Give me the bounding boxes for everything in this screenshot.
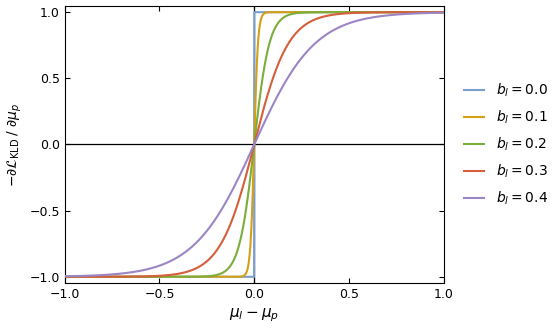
- $b_l = 0.2$: [206, 274, 213, 278]
- $b_l = 0.1$: [373, 10, 380, 14]
- $b_l = 0.1$: [206, 275, 213, 279]
- $b_l = 0.4$: [344, 22, 351, 26]
- $b_l = 0.1$: [308, 10, 315, 14]
- $b_l = 0.0$: [130, 275, 137, 279]
- $b_l = 0.2$: [288, 12, 295, 16]
- $b_l = 0.3$: [62, 275, 68, 279]
- $b_l = 0.1$: [288, 10, 295, 14]
- $b_l = 0.0$: [62, 275, 68, 279]
- $b_l = 0.2$: [130, 275, 137, 279]
- $b_l = 0.0$: [206, 275, 213, 279]
- $b_l = 0.0$: [288, 10, 295, 14]
- Line: $b_l = 0.1$: $b_l = 0.1$: [65, 12, 444, 277]
- $b_l = 0.0$: [308, 10, 315, 14]
- $b_l = 0.1$: [323, 10, 329, 14]
- $b_l = 0.1$: [344, 10, 351, 14]
- Y-axis label: $-\partial\mathcal{L}_{\mathrm{KLD}} \;/\; \partial\mu_p$: $-\partial\mathcal{L}_{\mathrm{KLD}} \;/…: [6, 102, 24, 186]
- $b_l = 0.2$: [440, 10, 447, 14]
- $b_l = 0.3$: [288, 36, 295, 40]
- Line: $b_l = 0.4$: $b_l = 0.4$: [65, 13, 444, 276]
- $b_l = 0.2$: [62, 275, 68, 279]
- $b_l = 0.0$: [251, 10, 258, 14]
- $b_l = 0.2$: [344, 10, 351, 14]
- $b_l = 0.2$: [308, 10, 315, 14]
- $b_l = 0.3$: [344, 11, 351, 15]
- Line: $b_l = 0.3$: $b_l = 0.3$: [65, 12, 444, 277]
- $b_l = 0.4$: [62, 274, 68, 278]
- $b_l = 0.2$: [373, 10, 380, 14]
- $b_l = 0.4$: [373, 15, 380, 19]
- $b_l = 0.4$: [440, 11, 447, 15]
- $b_l = 0.1$: [130, 275, 137, 279]
- $b_l = 0.4$: [308, 45, 315, 49]
- $b_l = 0.4$: [288, 69, 295, 73]
- $b_l = 0.3$: [130, 275, 137, 279]
- $b_l = 0.3$: [440, 10, 447, 14]
- $b_l = 0.3$: [373, 11, 380, 15]
- Line: $b_l = 0.0$: $b_l = 0.0$: [65, 12, 444, 277]
- $b_l = 0.0$: [440, 10, 447, 14]
- $b_l = 0.4$: [130, 270, 137, 274]
- $b_l = 0.3$: [206, 257, 213, 261]
- $b_l = 0.0$: [373, 10, 380, 14]
- $b_l = 0.1$: [62, 275, 68, 279]
- $b_l = 0.1$: [440, 10, 447, 14]
- Legend: $b_l = 0.0$, $b_l = 0.1$, $b_l = 0.2$, $b_l = 0.3$, $b_l = 0.4$: $b_l = 0.0$, $b_l = 0.1$, $b_l = 0.2$, $…: [458, 76, 553, 213]
- X-axis label: $\mu_l - \mu_p$: $\mu_l - \mu_p$: [229, 307, 279, 324]
- $b_l = 0.4$: [206, 225, 213, 229]
- $b_l = 0.0$: [344, 10, 351, 14]
- Line: $b_l = 0.2$: $b_l = 0.2$: [65, 12, 444, 277]
- $b_l = 0.3$: [308, 19, 315, 23]
